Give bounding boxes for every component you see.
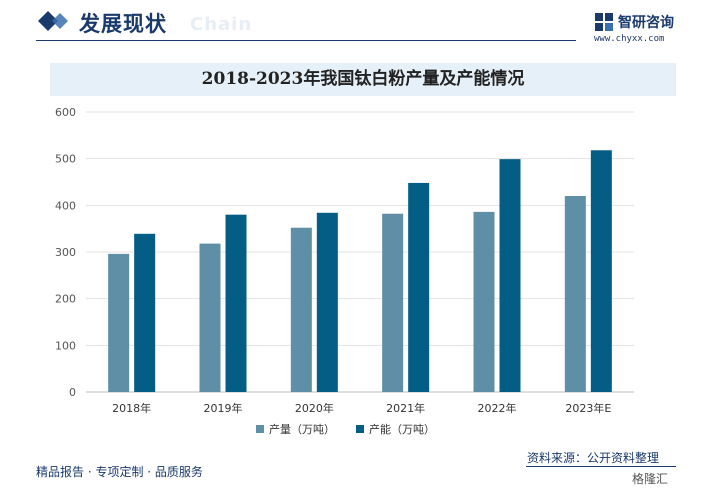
chart-title: 2018-2023年我国钛白粉产量及产能情况 bbox=[201, 69, 525, 89]
zhiyan-logo-icon bbox=[594, 12, 614, 36]
header-chevron-icon bbox=[36, 9, 72, 37]
legend-label: 产量（万吨） bbox=[269, 422, 335, 436]
bar-capacity bbox=[316, 212, 338, 392]
x-tick-label: 2019年 bbox=[204, 401, 243, 415]
y-tick-label: 500 bbox=[55, 153, 76, 166]
bar-capacity bbox=[134, 233, 156, 392]
bar-capacity bbox=[225, 214, 247, 392]
x-tick-label: 2020年 bbox=[295, 401, 334, 415]
legend-swatch bbox=[356, 425, 364, 433]
brand-name: 智研咨询 bbox=[618, 15, 674, 31]
header-divider bbox=[36, 40, 576, 41]
footer-tagline: 精品报告 · 专项定制 · 品质服务 bbox=[36, 465, 203, 479]
bar-capacity bbox=[590, 150, 612, 392]
bar-output bbox=[108, 253, 130, 392]
x-tick-label: 2022年 bbox=[478, 401, 517, 415]
section-title: 发展现状 bbox=[79, 12, 167, 36]
footer-divider bbox=[526, 466, 676, 467]
corner-watermark: 格隆汇 bbox=[632, 472, 669, 486]
bar-capacity bbox=[408, 182, 430, 392]
y-tick-label: 0 bbox=[69, 386, 76, 399]
bar-output bbox=[199, 243, 221, 392]
x-tick-label: 2023年E bbox=[565, 401, 611, 415]
y-tick-label: 300 bbox=[55, 246, 76, 259]
legend-swatch bbox=[256, 425, 264, 433]
bar-capacity bbox=[499, 159, 521, 392]
x-tick-label: 2018年 bbox=[112, 401, 151, 415]
bar-output bbox=[382, 213, 404, 392]
chart-title-band bbox=[50, 63, 676, 96]
bar-output bbox=[290, 227, 312, 392]
y-tick-label: 200 bbox=[55, 293, 76, 306]
legend-label: 产能（万吨） bbox=[369, 422, 435, 436]
bar-output bbox=[473, 211, 495, 392]
y-tick-label: 400 bbox=[55, 199, 76, 212]
x-tick-label: 2021年 bbox=[386, 401, 425, 415]
brand-url: www.chyxx.com bbox=[594, 34, 665, 44]
header-watermark: Chain bbox=[190, 14, 253, 35]
data-source: 资料来源：公开资料整理 bbox=[527, 451, 660, 465]
bar-output bbox=[564, 196, 586, 392]
y-tick-label: 600 bbox=[55, 106, 76, 119]
y-tick-label: 100 bbox=[55, 339, 76, 352]
